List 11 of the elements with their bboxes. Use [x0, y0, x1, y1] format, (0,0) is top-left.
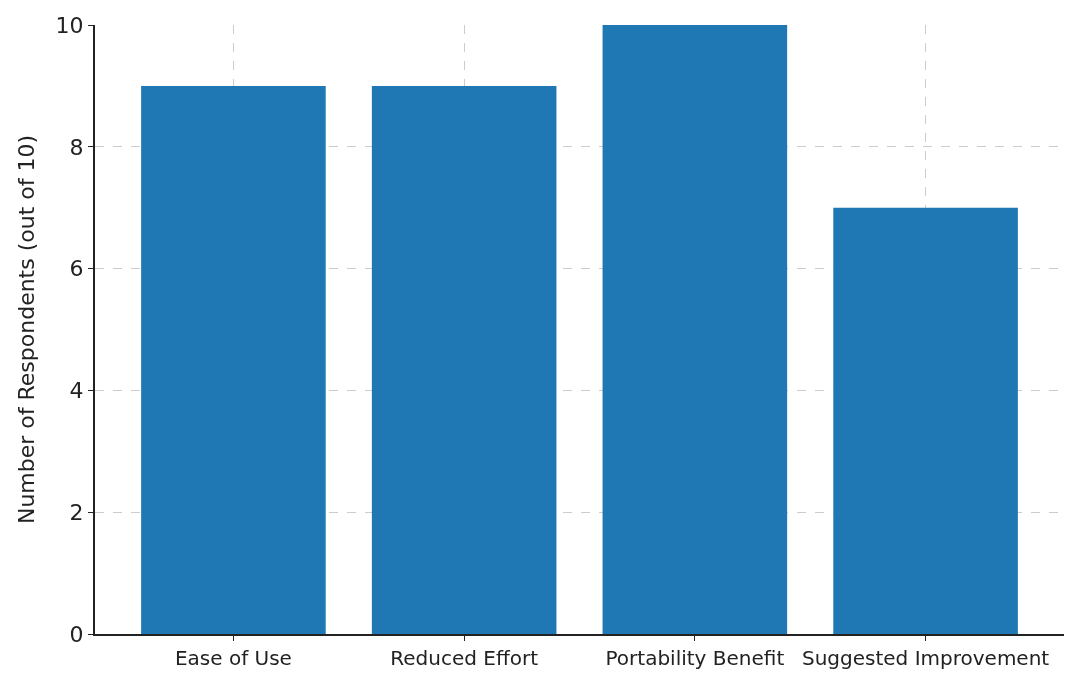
x-tick-label: Ease of Use [174, 646, 292, 670]
x-tick-label: Portability Benefit [605, 646, 785, 670]
x-tick-label: Suggested Improvement [801, 646, 1050, 670]
y-tick-label: 6 [69, 256, 84, 282]
y-tick-label: 0 [69, 621, 84, 647]
y-tick-label: 10 [55, 12, 84, 38]
y-axis-title: Number of Respondents (out of 10) [13, 134, 39, 525]
y-tick-label: 2 [69, 499, 84, 525]
x-tick-label: Reduced Effort [390, 646, 539, 670]
y-tick-label: 4 [69, 378, 84, 404]
y-tick-label: 8 [69, 134, 84, 160]
